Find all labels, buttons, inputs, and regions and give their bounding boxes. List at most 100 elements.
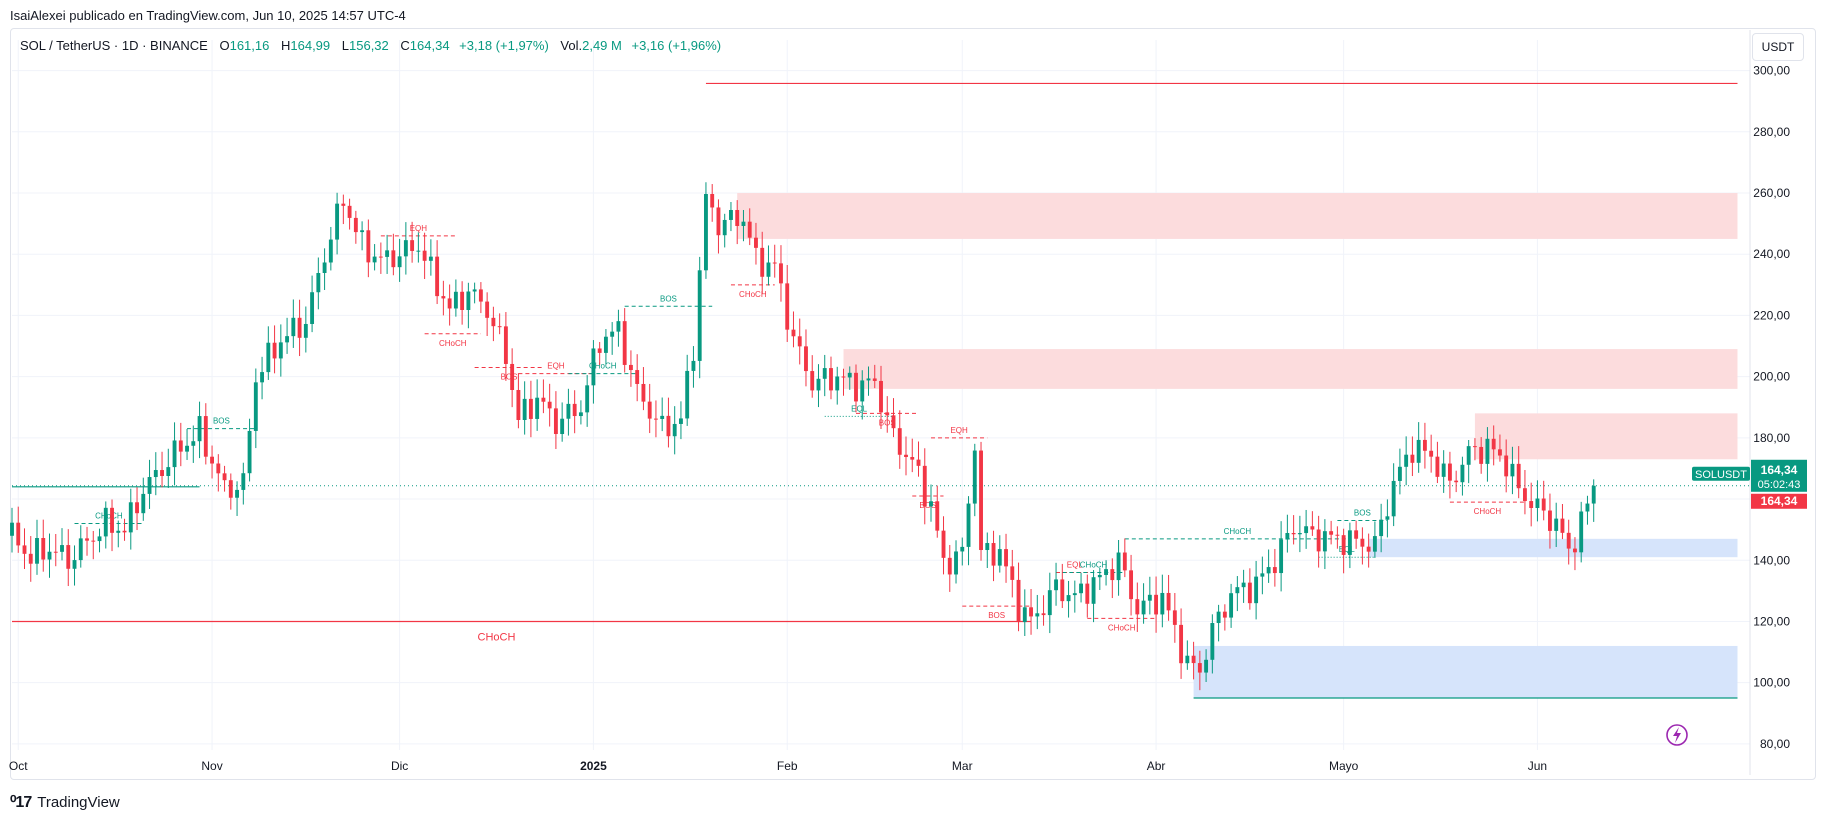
candle-down xyxy=(1360,538,1365,547)
candle-down xyxy=(460,291,465,311)
candle-up xyxy=(1266,567,1271,574)
candle-up xyxy=(1554,518,1559,531)
symbol-legend[interactable]: SOL / TetherUS · 1D · BINANCE O161,16 H1… xyxy=(20,38,721,53)
bolt-icon[interactable] xyxy=(1666,724,1688,746)
structure-label: CHoCH xyxy=(95,512,123,521)
candle-down xyxy=(1422,439,1427,451)
candle-down xyxy=(347,205,352,218)
candle-up xyxy=(1579,511,1584,553)
candle-down xyxy=(716,207,721,236)
chart-frame xyxy=(10,28,1816,780)
candle-down xyxy=(841,376,846,378)
high-value: 164,99 xyxy=(290,38,331,53)
candle-down xyxy=(754,237,758,248)
zones xyxy=(737,193,1738,698)
candle-down xyxy=(710,194,715,208)
candle-down xyxy=(804,346,808,372)
candle-up xyxy=(985,543,990,551)
candle-up xyxy=(1185,655,1190,664)
candle-up xyxy=(247,430,252,474)
candle-down xyxy=(1310,526,1315,530)
candle-up xyxy=(1054,579,1058,591)
structure-label: CHoCH xyxy=(1108,623,1136,632)
candle-down xyxy=(110,507,114,533)
candle-up xyxy=(466,291,471,311)
candle-up xyxy=(153,470,158,478)
candle-down xyxy=(85,538,89,541)
candle-down xyxy=(797,336,802,347)
candle-down xyxy=(647,401,652,419)
candle-up xyxy=(566,403,571,419)
candle-up xyxy=(1260,573,1265,577)
candle-down xyxy=(160,470,164,476)
candle-up xyxy=(1235,587,1240,594)
candle-down xyxy=(222,473,227,481)
candle-down xyxy=(1566,532,1571,549)
candle-down xyxy=(478,289,483,302)
candles xyxy=(10,182,1596,691)
candle-down xyxy=(947,557,952,575)
candle-down xyxy=(1016,579,1021,623)
candle-up xyxy=(591,348,596,386)
candle-up xyxy=(1304,526,1309,534)
demand-zone xyxy=(1368,538,1738,558)
candle-down xyxy=(1010,566,1015,580)
candle-down xyxy=(910,456,915,460)
candle-down xyxy=(528,398,533,419)
candle-down xyxy=(135,502,139,514)
candle-up xyxy=(1091,577,1096,604)
candle-up xyxy=(1022,607,1027,623)
candle-up xyxy=(1160,592,1165,615)
candle-down xyxy=(916,459,921,466)
candle-up xyxy=(972,450,977,504)
candle-up xyxy=(35,538,39,564)
candle-up xyxy=(335,203,340,240)
candle-up xyxy=(141,493,146,514)
candle-up xyxy=(1585,503,1590,512)
candle-down xyxy=(1135,599,1140,615)
footer-brand[interactable]: ⁰17 TradingView xyxy=(10,792,120,812)
candle-up xyxy=(278,342,283,359)
candle-down xyxy=(1110,569,1115,581)
price-tick-label: 220,00 xyxy=(1753,308,1790,322)
structure-label: EQH xyxy=(950,426,968,435)
candle-up xyxy=(191,441,196,446)
candle-up xyxy=(328,239,333,263)
candle-up xyxy=(1297,533,1302,535)
candle-up xyxy=(697,270,702,361)
candle-down xyxy=(879,380,883,413)
last-price-label: 164,34 xyxy=(1761,463,1798,477)
symbol-badge xyxy=(1692,466,1750,481)
open-label: O xyxy=(219,38,230,53)
candle-up xyxy=(578,412,583,417)
candle-down xyxy=(353,217,358,233)
candle-down xyxy=(485,301,490,318)
candle-up xyxy=(1229,593,1234,618)
candle-up xyxy=(10,522,14,536)
time-tick-label: Oct xyxy=(9,759,28,773)
candle-down xyxy=(1454,480,1459,483)
candle-down xyxy=(272,342,277,359)
price-tick-label: 280,00 xyxy=(1753,125,1790,139)
candle-down xyxy=(791,329,796,337)
candle-down xyxy=(772,262,777,264)
candle-down xyxy=(597,348,602,353)
candle-down xyxy=(628,364,633,371)
candle-up xyxy=(1460,464,1465,483)
vol-label: Vol. xyxy=(560,38,583,53)
candle-up xyxy=(1116,552,1121,581)
currency-unit-button[interactable]: USDT xyxy=(1752,33,1804,61)
candle-down xyxy=(1429,450,1434,457)
candle-down xyxy=(641,383,646,402)
candle-up xyxy=(360,230,365,233)
candle-down xyxy=(553,408,558,435)
candle-up xyxy=(266,342,271,373)
candle-down xyxy=(1435,456,1440,477)
time-tick-label: Dic xyxy=(391,759,408,773)
structure-label: BOS xyxy=(988,611,1005,620)
candle-up xyxy=(1104,569,1109,575)
price-tick-label: 80,00 xyxy=(1760,737,1790,751)
last-price-red-label: 164,34 xyxy=(1761,494,1798,508)
candle-down xyxy=(1354,530,1359,539)
